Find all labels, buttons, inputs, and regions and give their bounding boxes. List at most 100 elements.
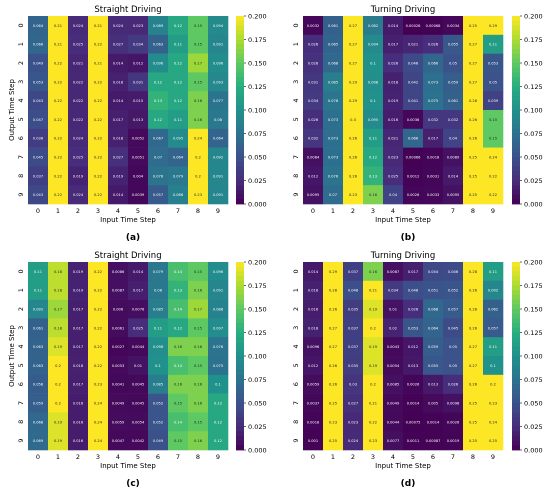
heatmap-cell — [443, 166, 464, 186]
cell-value-label: 0.024 — [113, 24, 124, 28]
cell-value-label: 0.11 — [369, 137, 377, 141]
heatmap-cell — [483, 318, 504, 338]
heatmap-cell — [148, 374, 169, 394]
cell-value-label: 0.00068 — [426, 24, 442, 28]
cell-value-label: 0.11 — [489, 270, 497, 274]
heatmap-cell — [208, 128, 229, 148]
heatmap-cell — [343, 431, 364, 451]
cell-value-label: 0.085 — [153, 308, 163, 312]
heatmap-cell — [403, 128, 424, 148]
heatmap-cell — [463, 356, 484, 376]
heatmap-cell — [383, 299, 404, 319]
heatmap-cell — [88, 299, 109, 319]
cell-value-label: 0.034 — [388, 289, 399, 293]
heatmap-cell — [108, 318, 129, 338]
heatmap-cell — [483, 337, 504, 357]
cell-value-label: 0.22 — [54, 137, 62, 141]
cell-value-label: 0.089 — [153, 24, 164, 28]
heatmap-cell — [168, 147, 189, 167]
x-tick-label: 7 — [451, 207, 455, 215]
heatmap-cell — [168, 374, 189, 394]
heatmap-cell — [323, 72, 344, 92]
y-tick-label: 1 — [292, 42, 300, 46]
cell-value-label: 0.27 — [349, 62, 357, 66]
cell-value-label: 0.16 — [194, 118, 203, 122]
cell-value-label: 0.14 — [174, 364, 183, 368]
cell-value-label: 0.061 — [328, 24, 338, 28]
x-tick-label: 6 — [431, 207, 435, 215]
cell-value-label: 0.098 — [153, 345, 164, 349]
cell-value-label: 0.27 — [469, 345, 477, 349]
heatmap-cell — [363, 185, 384, 205]
heatmap-cell — [48, 53, 69, 73]
cell-value-label: 0.22 — [54, 193, 62, 197]
colorbar-segment — [236, 285, 244, 291]
colorbar-segment — [236, 44, 244, 50]
cell-value-label: 0.16 — [194, 289, 203, 293]
cell-value-label: 0.12 — [174, 99, 182, 103]
heatmap-cell — [343, 262, 364, 282]
cell-value-label: 0.019 — [388, 99, 399, 103]
cell-value-label: 0.0084 — [307, 156, 320, 160]
y-tick-label: 6 — [17, 136, 25, 140]
heatmap-cell — [323, 374, 344, 394]
cell-value-label: 0.079 — [173, 174, 184, 178]
heatmap-cell — [48, 299, 69, 319]
cell-value-label: 0.026 — [448, 383, 459, 387]
cell-value-label: 0.00066 — [406, 156, 422, 160]
heatmap-cell — [323, 337, 344, 357]
heatmap-cell — [463, 374, 484, 394]
cell-value-label: 0.0012 — [407, 174, 420, 178]
heatmap-cell — [463, 53, 484, 73]
heatmap-cell — [28, 393, 49, 413]
colorbar-segment — [512, 189, 520, 195]
cell-value-label: 0.064 — [428, 326, 439, 330]
heatmap-cell — [128, 280, 149, 300]
heatmap-cell — [443, 412, 464, 432]
heatmap-cell — [303, 337, 324, 357]
heatmap-cell — [168, 412, 189, 432]
colorbar-tick-label: 0.100 — [248, 106, 267, 114]
cell-value-label: 0.0032 — [307, 24, 320, 28]
colorbar-segment — [512, 445, 520, 451]
heatmap-cell — [28, 374, 49, 394]
cell-value-label: 0.08 — [214, 118, 223, 122]
heatmap-cell — [148, 72, 169, 92]
cell-value-label: 0.016 — [73, 402, 84, 406]
heatmap-cell — [463, 34, 484, 54]
cell-value-label: 0.12 — [174, 326, 182, 330]
heatmap-cell — [403, 374, 424, 394]
cell-value-label: 0.27 — [329, 326, 337, 330]
cell-value-label: 0.0014 — [407, 402, 420, 406]
heatmap-cell — [68, 356, 89, 376]
heatmap-cell — [108, 91, 129, 111]
cell-value-label: 0.2 — [195, 174, 201, 178]
cell-value-label: 0.22 — [94, 156, 102, 160]
heatmap-cell — [303, 374, 324, 394]
heatmap-cell — [423, 393, 444, 413]
y-tick-label: 9 — [17, 439, 25, 443]
cell-value-label: 0.037 — [33, 174, 43, 178]
heatmap-cell — [28, 262, 49, 282]
y-tick-label: 3 — [292, 326, 300, 330]
heatmap-cell — [168, 280, 189, 300]
heatmap-cell — [363, 110, 384, 130]
heatmap-cell — [343, 128, 364, 148]
heatmap-cell — [303, 393, 324, 413]
cell-value-label: 0.22 — [94, 193, 102, 197]
heatmap-cell — [148, 337, 169, 357]
colorbar-segment — [236, 124, 244, 130]
heatmap-cell — [483, 185, 504, 205]
colorbar-segment — [236, 370, 244, 376]
y-axis-label: Output Time Step — [8, 79, 16, 141]
colorbar-segment — [512, 384, 520, 390]
heatmap-cell — [148, 280, 169, 300]
heatmap-cell — [208, 166, 229, 186]
colorbar-segment — [512, 412, 520, 418]
heatmap-cell — [208, 299, 229, 319]
heatmap-cell — [463, 110, 484, 130]
x-tick-label: 4 — [391, 207, 395, 215]
heatmap-cell — [423, 262, 444, 282]
cell-value-label: 0.0026 — [407, 383, 420, 387]
